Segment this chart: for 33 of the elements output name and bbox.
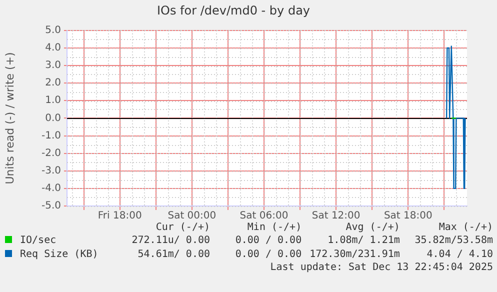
y-axis-title: Units read (-) / write (+) [3,52,16,184]
text: 272.11u/ 0.00 [130,234,212,248]
y-tick-label: -4.0 [41,183,61,194]
text: Cur (-/+) [154,222,212,234]
x-tick-label: Sat 12:00 [312,210,360,222]
text: Avg (-/+) [344,222,401,234]
y-tick-label: -3.0 [41,165,61,176]
y-tick-label: 5.0 [45,24,61,36]
y-tick-label: -5.0 [41,200,61,212]
y-tick-label: -2.0 [41,148,61,159]
text: 0.00 / 0.00 [234,248,303,262]
text: 54.61m/ 0.00 [136,248,212,262]
text: Min (-/+) [246,222,303,234]
chart-title: IOs for /dev/md0 - by day [156,3,310,18]
y-tick-label: 4.0 [45,42,61,54]
x-tick-label: Fri 18:00 [98,210,142,222]
x-tick-label: Sat 18:00 [384,210,432,222]
text: 1.08m/ 1.21m [326,234,401,248]
x-tick-label: Sat 00:00 [168,210,216,222]
legend-label: Req Size (KB) [19,248,100,262]
text: Last update: Sat Dec 13 22:45:04 2025 [269,262,494,274]
x-tick-label: Sat 06:00 [240,210,288,222]
y-tick-label: 0.0 [45,112,61,124]
text: 4.04 / 4.10 [426,248,494,262]
text: 0.00 / 0.00 [234,234,303,248]
legend-label: IO/sec [19,234,58,248]
y-tick-label: 1.0 [45,95,61,106]
text: 172.30m/231.91m [308,248,401,262]
text: 35.82m/53.58m [414,234,494,248]
y-tick-label: -1.0 [41,130,61,142]
y-tick-label: 2.0 [45,78,61,89]
text: Max (-/+) [438,222,494,234]
y-tick-label: 3.0 [45,60,61,72]
